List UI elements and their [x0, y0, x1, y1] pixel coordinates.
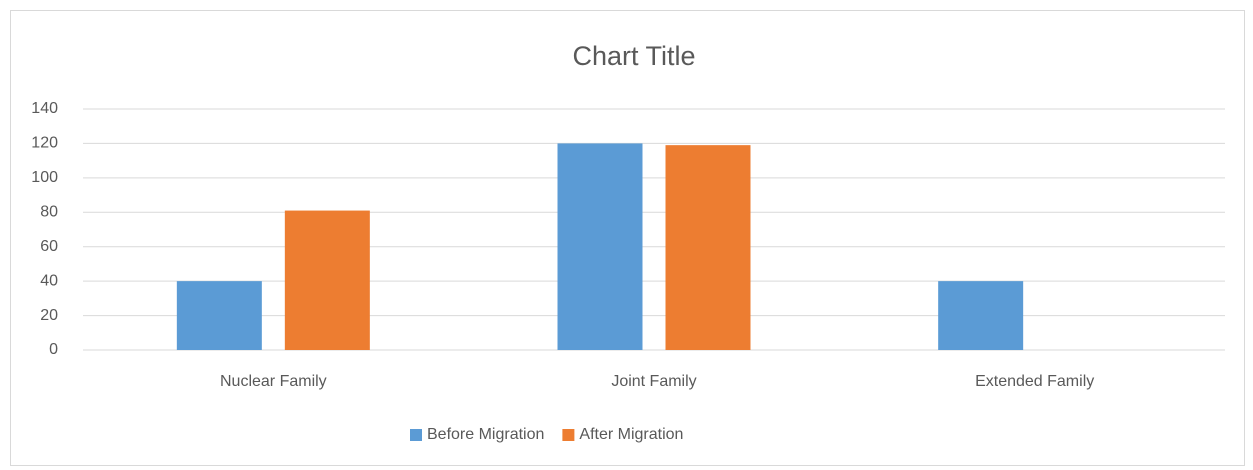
y-tick-label: 20	[40, 307, 58, 324]
chart-title: Chart Title	[572, 41, 695, 71]
y-tick-label: 120	[31, 135, 58, 152]
x-tick-label: Joint Family	[611, 373, 696, 390]
y-tick-label: 80	[40, 204, 58, 221]
legend-swatch	[562, 429, 575, 441]
bar	[176, 281, 262, 350]
bar	[284, 210, 370, 350]
bar	[557, 143, 643, 350]
x-tick-label: Nuclear Family	[220, 373, 327, 390]
y-tick-label: 140	[31, 100, 58, 117]
y-tick-label: 0	[49, 341, 58, 358]
y-tick-label: 40	[40, 272, 58, 289]
bar	[665, 145, 751, 350]
bar	[938, 281, 1024, 350]
y-tick-label: 100	[31, 169, 58, 186]
y-tick-label: 60	[40, 238, 58, 255]
x-tick-label: Extended Family	[975, 373, 1094, 390]
legend-swatch	[410, 429, 422, 441]
legend-label: After Migration	[579, 426, 683, 443]
legend-label: Before Migration	[427, 426, 544, 443]
